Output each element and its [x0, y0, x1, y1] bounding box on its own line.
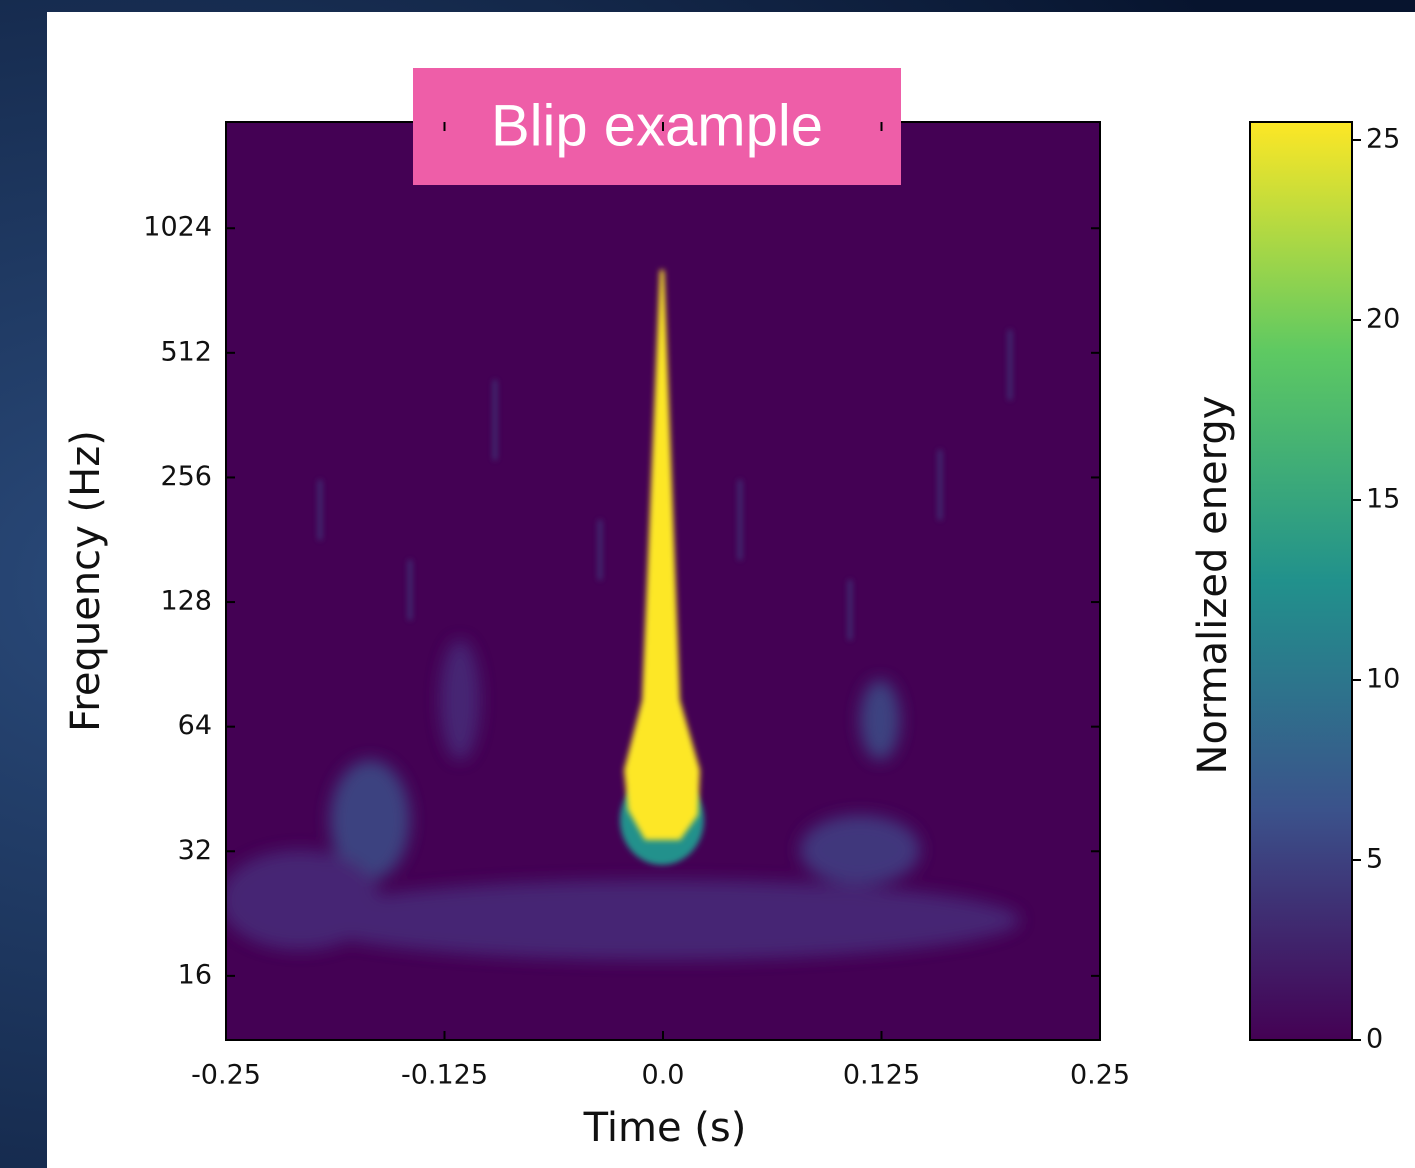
- y-tick-label: 1024: [143, 212, 212, 243]
- x-tick-label: 0.0: [642, 1060, 685, 1091]
- y-tick-label: 256: [160, 461, 212, 492]
- colorbar: [1249, 121, 1353, 1041]
- spectrogram-image: [226, 122, 1100, 1040]
- colorbar-label: Normalized energy: [1190, 396, 1236, 775]
- y-tick-label: 512: [160, 336, 212, 367]
- colorbar-tick-label: 5: [1366, 844, 1383, 875]
- title-box: [413, 68, 901, 185]
- y-tick-label: 16: [178, 959, 212, 990]
- x-tick-label: 0.25: [1070, 1060, 1130, 1091]
- colorbar-tick-label: 0: [1366, 1024, 1383, 1055]
- x-axis-label: Time (s): [583, 1105, 747, 1151]
- colorbar-tick-label: 15: [1366, 484, 1400, 515]
- x-tick-label: -0.125: [401, 1060, 488, 1091]
- y-axis-label: Frequency (Hz): [63, 430, 109, 732]
- y-tick-label: 32: [178, 835, 212, 866]
- chart-title: Blip example: [491, 93, 823, 158]
- colorbar-tick-label: 25: [1366, 124, 1400, 155]
- colorbar-tick-label: 10: [1366, 664, 1400, 695]
- y-tick-label: 128: [160, 586, 212, 617]
- x-tick-label: -0.25: [191, 1060, 261, 1091]
- y-tick-label: 64: [178, 710, 212, 741]
- x-tick-label: 0.125: [843, 1060, 920, 1091]
- colorbar-tick-label: 20: [1366, 304, 1400, 335]
